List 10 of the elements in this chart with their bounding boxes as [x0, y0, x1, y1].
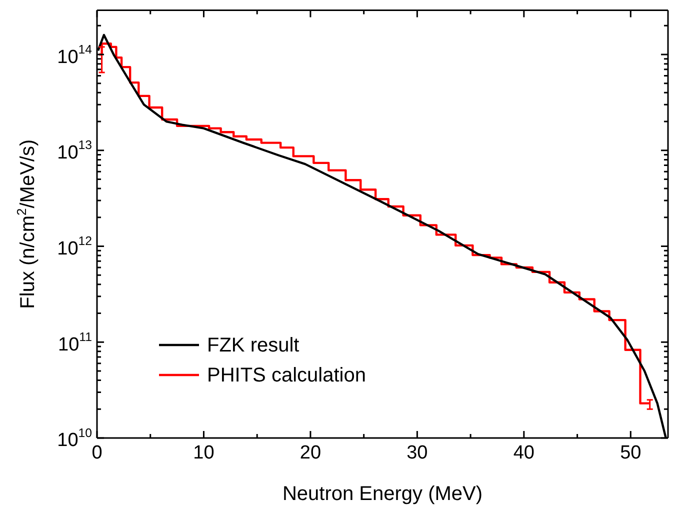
x-tick-label: 40 [513, 442, 534, 464]
legend-label: FZK result [207, 334, 300, 357]
y-axis-title: Flux (n/cm2/MeV/s) [14, 139, 39, 309]
x-tick-label: 20 [300, 442, 322, 464]
x-tick-label: 30 [406, 442, 428, 464]
legend-label: PHITS calculation [207, 364, 366, 387]
x-tick-label: 0 [92, 442, 102, 464]
x-tick-label: 50 [620, 442, 642, 464]
x-tick-label: 10 [193, 442, 214, 464]
x-axis-title: Neutron Energy (MeV) [282, 483, 483, 505]
